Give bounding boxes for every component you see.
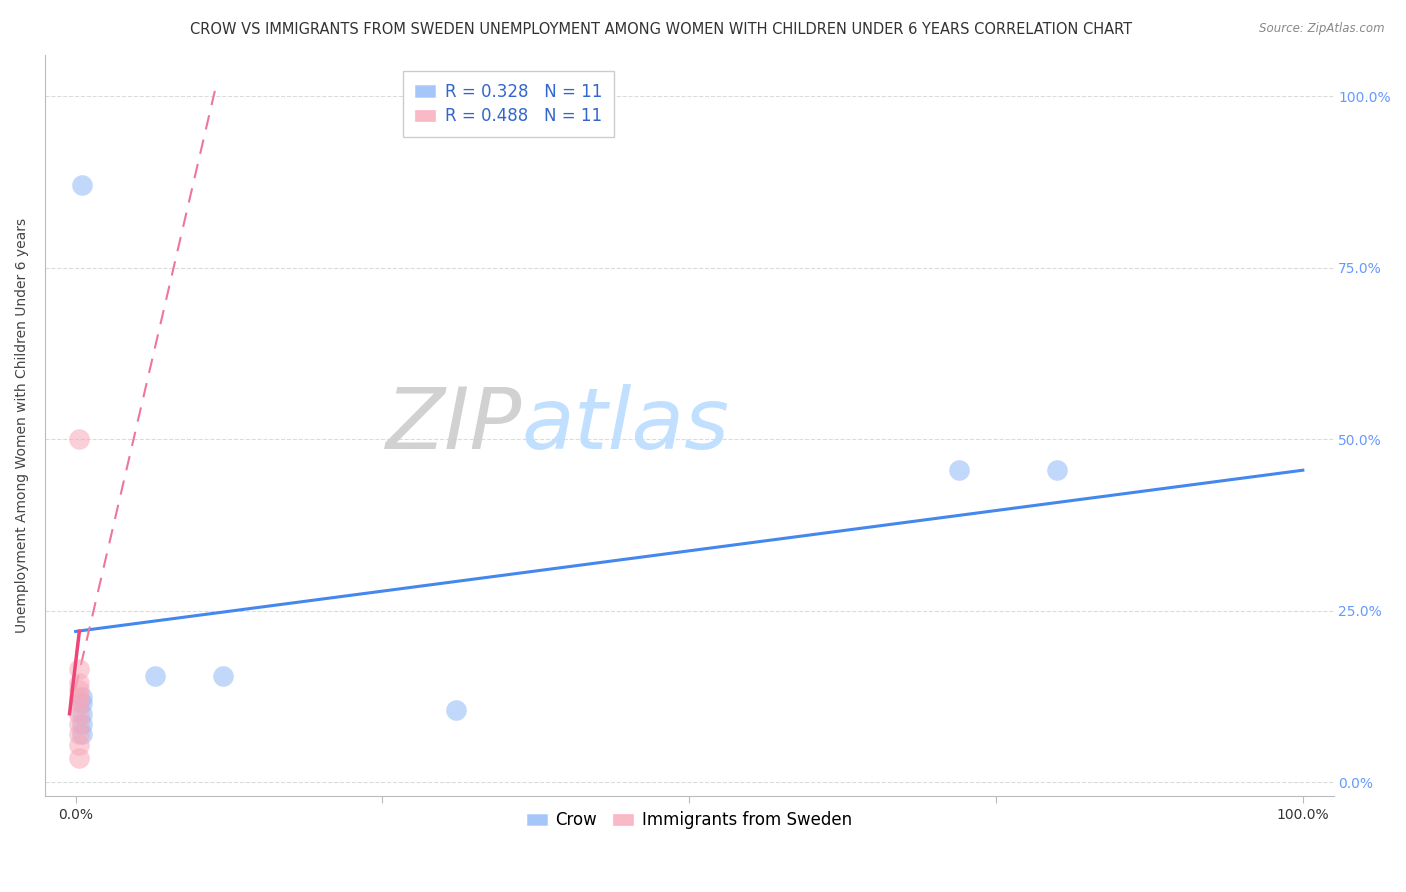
Legend: Crow, Immigrants from Sweden: Crow, Immigrants from Sweden (520, 805, 859, 836)
Point (67, 433, 90, 447)
Text: ZIP: ZIP (385, 384, 522, 467)
Point (145, 669, 167, 683)
Point (67, 662, 90, 676)
Text: atlas: atlas (522, 384, 730, 467)
Point (67, 706, 90, 721)
Point (212, 669, 235, 683)
Point (70, 690, 93, 704)
Text: CROW VS IMMIGRANTS FROM SWEDEN UNEMPLOYMENT AMONG WOMEN WITH CHILDREN UNDER 6 YE: CROW VS IMMIGRANTS FROM SWEDEN UNEMPLOYM… (190, 22, 1132, 37)
Point (1046, 463, 1069, 477)
Point (70, 727, 93, 741)
Point (70, 706, 93, 721)
Point (444, 703, 467, 717)
Point (67, 676, 90, 690)
Point (70, 697, 93, 711)
Y-axis label: Unemployment Among Women with Children Under 6 years: Unemployment Among Women with Children U… (15, 218, 30, 633)
Point (67, 751, 90, 765)
Point (67, 727, 90, 741)
Point (948, 463, 970, 477)
Point (67, 682, 90, 697)
Text: Source: ZipAtlas.com: Source: ZipAtlas.com (1260, 22, 1385, 36)
Point (67, 690, 90, 704)
Point (67, 697, 90, 711)
Point (67, 738, 90, 752)
Point (70, 717, 93, 731)
Point (67, 717, 90, 731)
Point (70, 178, 93, 193)
